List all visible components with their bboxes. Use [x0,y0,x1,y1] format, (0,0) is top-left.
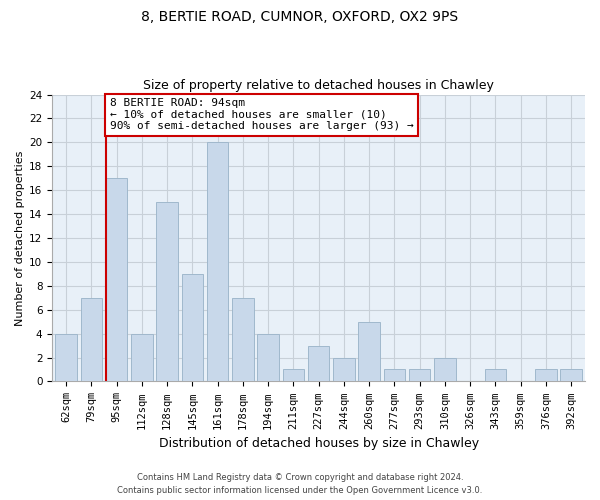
Bar [55,334,77,382]
Title: Size of property relative to detached houses in Chawley: Size of property relative to detached ho… [143,79,494,92]
Text: Contains HM Land Registry data © Crown copyright and database right 2024.
Contai: Contains HM Land Registry data © Crown c… [118,474,482,495]
Bar [131,334,152,382]
Bar [560,370,582,382]
Bar [308,346,329,382]
Bar [409,370,430,382]
Bar [106,178,127,382]
Bar [485,370,506,382]
Text: 8 BERTIE ROAD: 94sqm
← 10% of detached houses are smaller (10)
90% of semi-detac: 8 BERTIE ROAD: 94sqm ← 10% of detached h… [110,98,413,132]
Text: 8, BERTIE ROAD, CUMNOR, OXFORD, OX2 9PS: 8, BERTIE ROAD, CUMNOR, OXFORD, OX2 9PS [142,10,458,24]
Bar [333,358,355,382]
Bar [207,142,228,382]
Bar [232,298,254,382]
Bar [80,298,102,382]
Y-axis label: Number of detached properties: Number of detached properties [15,150,25,326]
Bar [358,322,380,382]
Bar [535,370,557,382]
Bar [283,370,304,382]
Bar [157,202,178,382]
X-axis label: Distribution of detached houses by size in Chawley: Distribution of detached houses by size … [158,437,479,450]
Bar [434,358,455,382]
Bar [182,274,203,382]
Bar [383,370,405,382]
Bar [257,334,279,382]
